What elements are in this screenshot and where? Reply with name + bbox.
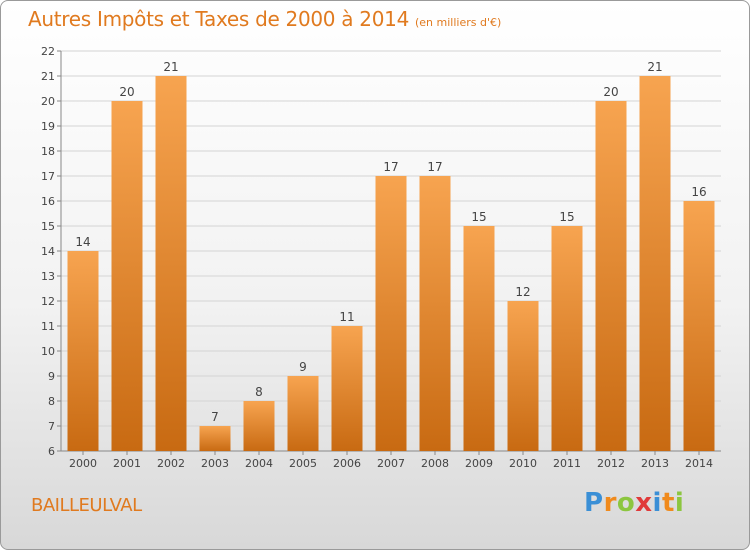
y-tick-label: 7 xyxy=(48,420,55,433)
bar xyxy=(243,401,275,451)
y-tick-label: 10 xyxy=(41,345,55,358)
x-tick-label: 2012 xyxy=(597,457,625,470)
x-tick-label: 2011 xyxy=(553,457,581,470)
y-tick-label: 11 xyxy=(41,320,55,333)
y-tick-label: 17 xyxy=(41,170,55,183)
x-tick-label: 2008 xyxy=(421,457,449,470)
bar xyxy=(375,176,407,451)
y-tick-label: 12 xyxy=(41,295,55,308)
y-tick-label: 13 xyxy=(41,270,55,283)
logo-letter: x xyxy=(635,488,653,518)
bar xyxy=(419,176,451,451)
bar xyxy=(595,101,627,451)
bar-value-label: 20 xyxy=(119,85,134,99)
x-tick-label: 2014 xyxy=(685,457,713,470)
bar xyxy=(551,226,583,451)
bar-value-label: 15 xyxy=(559,210,574,224)
bar-value-label: 17 xyxy=(427,160,442,174)
bar-value-label: 8 xyxy=(255,385,263,399)
bar xyxy=(111,101,143,451)
logo-letter: t xyxy=(661,488,675,518)
bar-value-label: 11 xyxy=(339,310,354,324)
city-name: BAILLEULVAL xyxy=(31,495,142,516)
chart-unit: (en milliers d'€) xyxy=(415,16,502,29)
bar-value-label: 21 xyxy=(647,60,662,74)
bar-value-label: 7 xyxy=(211,410,219,424)
proxiti-logo[interactable]: Proxiti xyxy=(584,488,684,518)
x-tick-label: 2000 xyxy=(69,457,97,470)
bar xyxy=(507,301,539,451)
y-tick-label: 16 xyxy=(41,195,55,208)
bar xyxy=(67,251,99,451)
bar-value-label: 9 xyxy=(299,360,307,374)
bars xyxy=(67,76,715,451)
x-tick-label: 2006 xyxy=(333,457,361,470)
y-tick-label: 22 xyxy=(41,45,55,58)
x-tick-label: 2003 xyxy=(201,457,229,470)
y-tick-label: 19 xyxy=(41,120,55,133)
logo-letter: i xyxy=(674,488,685,518)
logo-letter: P xyxy=(584,488,604,518)
x-tick-label: 2002 xyxy=(157,457,185,470)
x-tick-label: 2013 xyxy=(641,457,669,470)
y-tick-label: 8 xyxy=(48,395,55,408)
bar-value-label: 14 xyxy=(75,235,90,249)
chart-title: Autres Impôts et Taxes de 2000 à 2014 (en… xyxy=(28,7,501,31)
bar xyxy=(199,426,231,451)
bar-value-label: 16 xyxy=(691,185,706,199)
y-tick-label: 6 xyxy=(48,445,55,458)
logo-letter: o xyxy=(616,488,636,518)
bar xyxy=(155,76,187,451)
bar xyxy=(683,201,715,451)
y-tick-label: 20 xyxy=(41,95,55,108)
bar xyxy=(639,76,671,451)
x-tick-label: 2007 xyxy=(377,457,405,470)
chart-title-text: Autres Impôts et Taxes de 2000 à 2014 xyxy=(28,7,409,31)
logo-letter: i xyxy=(652,488,662,518)
x-tick-label: 2010 xyxy=(509,457,537,470)
y-tick-label: 14 xyxy=(41,245,55,258)
y-tick-label: 15 xyxy=(41,220,55,233)
bar xyxy=(331,326,363,451)
x-tick-label: 2005 xyxy=(289,457,317,470)
y-tick-label: 18 xyxy=(41,145,55,158)
bar xyxy=(287,376,319,451)
logo-letter: r xyxy=(603,488,617,518)
bar xyxy=(463,226,495,451)
x-tick-label: 2001 xyxy=(113,457,141,470)
x-tick-label: 2009 xyxy=(465,457,493,470)
bar-value-label: 17 xyxy=(383,160,398,174)
x-tick-label: 2004 xyxy=(245,457,273,470)
bar-value-label: 15 xyxy=(471,210,486,224)
bar-value-label: 12 xyxy=(515,285,530,299)
y-tick-label: 9 xyxy=(48,370,55,383)
bar-value-label: 20 xyxy=(603,85,618,99)
labels: 6 7 8 9 10 11 12 13 14 15 16 17 18 19 20 21 22 2000 14 2001… xyxy=(41,45,713,470)
y-tick-label: 21 xyxy=(41,70,55,83)
bar-value-label: 21 xyxy=(163,60,178,74)
